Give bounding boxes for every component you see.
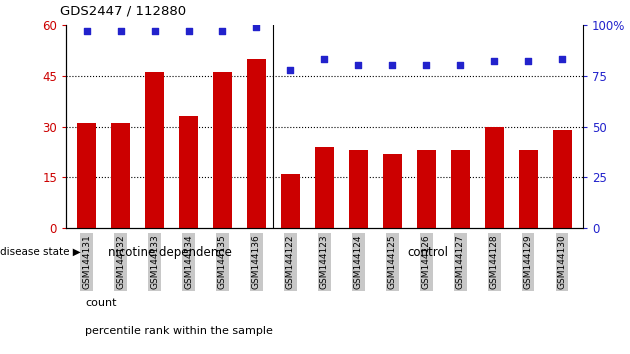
Point xyxy=(455,63,466,68)
Point xyxy=(115,28,125,34)
Bar xyxy=(179,116,198,228)
Bar xyxy=(213,72,232,228)
Point xyxy=(217,28,227,34)
Text: GDS2447 / 112880: GDS2447 / 112880 xyxy=(60,5,186,18)
Bar xyxy=(383,154,402,228)
Text: control: control xyxy=(407,246,449,259)
Point xyxy=(490,59,500,64)
Point xyxy=(353,63,364,68)
Point xyxy=(285,67,295,73)
Bar xyxy=(315,147,334,228)
Point xyxy=(387,63,398,68)
Bar xyxy=(145,72,164,228)
Point xyxy=(149,28,159,34)
Text: nicotine dependence: nicotine dependence xyxy=(108,246,231,259)
Bar xyxy=(281,174,300,228)
Bar xyxy=(519,150,538,228)
Bar xyxy=(111,123,130,228)
Bar xyxy=(417,150,436,228)
Bar xyxy=(451,150,470,228)
Point xyxy=(319,57,329,62)
Bar xyxy=(247,59,266,228)
Point xyxy=(251,24,261,30)
Point xyxy=(421,63,432,68)
Text: disease state ▶: disease state ▶ xyxy=(0,247,81,257)
Text: count: count xyxy=(85,298,117,308)
Point xyxy=(183,28,193,34)
Bar xyxy=(349,150,368,228)
Point xyxy=(558,57,568,62)
Point xyxy=(81,28,91,34)
Bar xyxy=(485,127,504,228)
Bar xyxy=(77,123,96,228)
Point xyxy=(524,59,534,64)
Text: percentile rank within the sample: percentile rank within the sample xyxy=(85,326,273,336)
Bar xyxy=(553,130,571,228)
